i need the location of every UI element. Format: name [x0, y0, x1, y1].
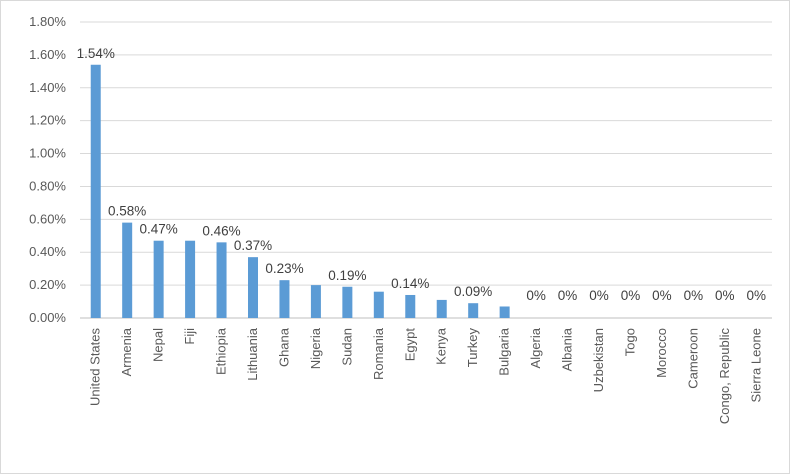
y-tick-label: 1.80% — [29, 14, 66, 29]
data-label: 0% — [558, 288, 578, 303]
category-label: Morocco — [654, 328, 669, 378]
category-label: Sierra Leone — [748, 328, 763, 402]
category-label: Ghana — [276, 327, 291, 367]
category-label: Turkey — [465, 328, 480, 368]
data-label: 0% — [652, 288, 672, 303]
category-label: Romania — [371, 327, 386, 380]
data-label: 0% — [589, 288, 609, 303]
category-label: Cameroon — [685, 328, 700, 389]
data-label: 0.19% — [328, 268, 366, 283]
y-tick-label: 1.40% — [29, 80, 66, 95]
y-tick-label: 0.40% — [29, 244, 66, 259]
bar — [468, 303, 479, 318]
y-axis-ticks: 0.00% 0.20% 0.40% 0.60% 0.80% 1.00% 1.20% 1.40%… — [29, 14, 66, 325]
category-label: Egypt — [402, 328, 417, 362]
y-tick-label: 1.00% — [29, 146, 66, 161]
data-label: 0% — [684, 288, 704, 303]
data-label: 0% — [526, 288, 546, 303]
bar — [436, 299, 447, 318]
data-label: 0.58% — [108, 204, 146, 219]
bar — [279, 280, 290, 318]
y-tick-label: 0.80% — [29, 178, 66, 193]
y-tick-label: 1.60% — [29, 47, 66, 62]
bar — [405, 294, 416, 318]
x-axis-categories: United States Armenia Nepal Fiji Ethiopia Lit… — [88, 327, 764, 424]
category-label: United States — [88, 328, 103, 407]
data-label: 0.46% — [202, 223, 240, 238]
category-label: Albania — [560, 327, 575, 371]
category-label: Nigeria — [308, 327, 323, 369]
bar — [342, 286, 353, 318]
data-label: 1.54% — [77, 46, 115, 61]
category-label: Kenya — [434, 327, 449, 365]
bar — [216, 242, 227, 318]
y-tick-label: 0.20% — [29, 277, 66, 292]
bar — [90, 64, 101, 318]
y-tick-label: 1.20% — [29, 113, 66, 128]
category-label: Fiji — [182, 328, 197, 345]
bar — [499, 306, 510, 318]
bar — [153, 240, 164, 318]
gridlines — [80, 21, 772, 319]
bars — [90, 64, 510, 318]
category-label: Algeria — [528, 327, 543, 368]
category-label: Nepal — [151, 328, 166, 362]
data-label: 0% — [621, 288, 641, 303]
data-label: 0.37% — [234, 238, 272, 253]
data-labels: 1.54% 0.58% 0.47% 0.46%0.37% 0.23% 0.19% 0.14%… — [77, 46, 766, 303]
bar — [373, 291, 384, 318]
data-label: 0.47% — [139, 222, 177, 237]
data-label: 0% — [747, 288, 767, 303]
data-label: 0.09% — [454, 284, 492, 299]
category-label: Bulgaria — [497, 327, 512, 375]
y-tick-label: 0.60% — [29, 211, 66, 226]
data-label: 0% — [715, 288, 735, 303]
category-label: Lithuania — [245, 327, 260, 381]
category-label: Uzbekistan — [591, 328, 606, 392]
bar — [122, 222, 133, 318]
category-label: Armenia — [119, 327, 134, 376]
category-label: Sudan — [339, 328, 354, 366]
category-label: Congo, Republic — [717, 328, 732, 425]
bar — [185, 240, 196, 318]
bar — [248, 257, 258, 318]
category-label: Togo — [622, 328, 637, 356]
category-label: Ethiopia — [214, 327, 229, 375]
data-label: 0.14% — [391, 276, 429, 291]
bar — [310, 285, 321, 318]
data-label: 0.23% — [265, 261, 303, 276]
y-tick-label: 0.00% — [29, 310, 66, 325]
